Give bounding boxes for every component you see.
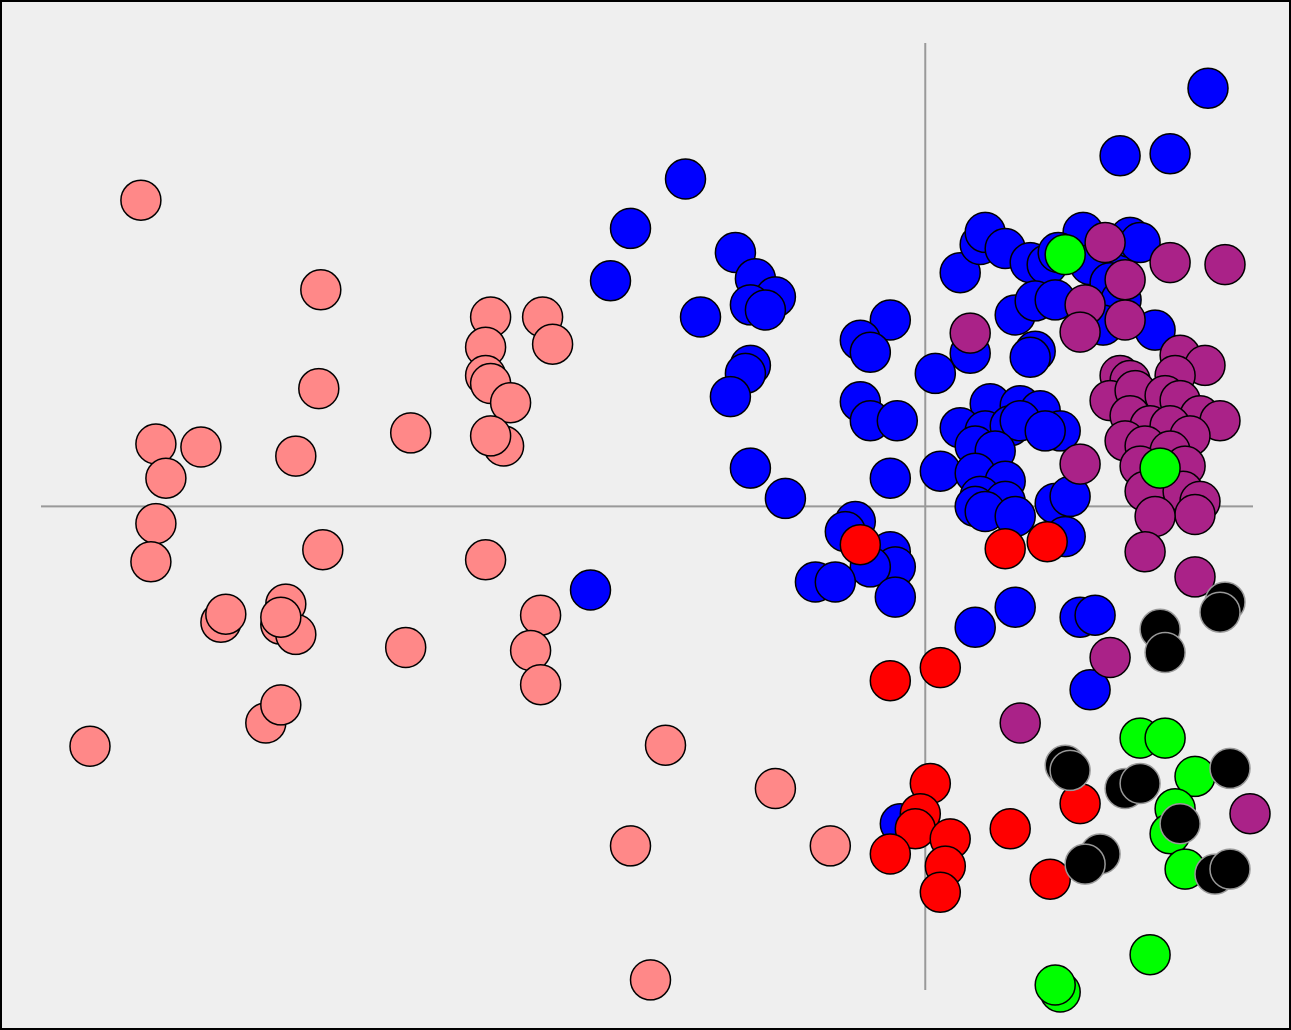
scatter-point bbox=[1104, 258, 1146, 301]
scatter-point bbox=[1034, 964, 1076, 1006]
scatter-point bbox=[1204, 243, 1246, 286]
scatter-point bbox=[389, 412, 432, 454]
scatter-point bbox=[1149, 241, 1191, 284]
scatter-point bbox=[1144, 717, 1186, 759]
scatter-point bbox=[384, 626, 427, 669]
scatter-point bbox=[954, 606, 996, 649]
scatter-point bbox=[999, 702, 1041, 744]
scatter-point bbox=[754, 767, 797, 810]
scatter-point bbox=[609, 207, 652, 250]
series-group bbox=[1034, 233, 1216, 1013]
scatter-point bbox=[939, 251, 981, 294]
scatter-point bbox=[1124, 531, 1166, 573]
scatter-point bbox=[1134, 495, 1176, 538]
scatter-point bbox=[679, 296, 722, 338]
scatter-point bbox=[814, 561, 857, 603]
scatter-point bbox=[709, 375, 752, 418]
scatter-point bbox=[145, 457, 187, 499]
scatter-point bbox=[1009, 336, 1051, 379]
scatter-point bbox=[1129, 933, 1171, 976]
scatter-point bbox=[1119, 762, 1161, 805]
scatter-point bbox=[298, 367, 340, 410]
scatter-point bbox=[519, 594, 562, 636]
scatter-point bbox=[1187, 67, 1229, 110]
scatter-point bbox=[489, 381, 532, 424]
scatter-point bbox=[1174, 493, 1216, 536]
scatter-point bbox=[1144, 631, 1186, 674]
scatter-point bbox=[1229, 792, 1271, 835]
scatter-point bbox=[1059, 443, 1101, 485]
scatter-point bbox=[1044, 233, 1086, 276]
scatter-point bbox=[1074, 594, 1116, 636]
scatter-point bbox=[1139, 447, 1181, 489]
scatter-point bbox=[180, 426, 222, 468]
series-group bbox=[69, 179, 852, 1001]
scatter-point bbox=[919, 871, 962, 914]
scatter-point bbox=[984, 527, 1026, 570]
scatter-point bbox=[869, 833, 912, 875]
scatter-point bbox=[260, 684, 302, 726]
scatter-point bbox=[869, 659, 912, 702]
points-layer bbox=[69, 67, 1271, 1013]
scatter-point bbox=[464, 539, 507, 581]
scatter-point bbox=[469, 415, 512, 457]
scatter-point bbox=[205, 593, 247, 635]
scatter-point bbox=[135, 502, 177, 545]
scatter-point bbox=[989, 808, 1031, 850]
scatter-point bbox=[1209, 848, 1251, 890]
scatter-point bbox=[919, 646, 962, 689]
scatter-point bbox=[1059, 311, 1101, 353]
scatter-point bbox=[1099, 135, 1141, 177]
scatter-point bbox=[919, 450, 962, 492]
scatter-point bbox=[1084, 221, 1126, 264]
scatter-point bbox=[1149, 133, 1191, 175]
scatter-point bbox=[260, 596, 302, 638]
scatter-point bbox=[1064, 843, 1106, 885]
scatter-point bbox=[764, 477, 807, 520]
scatter-point bbox=[1024, 410, 1066, 452]
series-group bbox=[1044, 581, 1251, 895]
scatter-point bbox=[1199, 591, 1241, 633]
scatter-point bbox=[1026, 520, 1068, 563]
scatter-point bbox=[849, 331, 892, 374]
scatter-point bbox=[914, 352, 957, 395]
scatter-point bbox=[569, 569, 612, 611]
scatter-point bbox=[664, 158, 707, 200]
scatter-point bbox=[519, 663, 562, 706]
scatter-point bbox=[1029, 858, 1071, 900]
scatter-point bbox=[839, 523, 882, 566]
scatter-point bbox=[644, 724, 687, 766]
scatter-point bbox=[1209, 747, 1251, 790]
scatter-point bbox=[130, 541, 172, 583]
scatter-point bbox=[629, 959, 672, 1001]
scatter-point bbox=[729, 447, 772, 489]
scatter-point bbox=[531, 323, 574, 365]
scatter-point bbox=[1174, 556, 1216, 598]
scatter-point bbox=[120, 179, 162, 221]
scatter-point bbox=[869, 457, 912, 499]
scatter-point bbox=[809, 825, 852, 867]
scatter-point bbox=[949, 312, 991, 354]
scatter-point bbox=[300, 269, 342, 311]
scatter-point bbox=[874, 576, 917, 618]
scatter-point bbox=[609, 825, 652, 867]
scatter-point bbox=[744, 289, 787, 331]
scatter-point bbox=[302, 528, 344, 571]
scatter-point bbox=[869, 299, 912, 341]
series-group bbox=[949, 221, 1271, 835]
scatter-point bbox=[589, 260, 632, 302]
scatter-point bbox=[994, 586, 1036, 628]
scatter-point bbox=[1104, 299, 1146, 341]
scatter-point bbox=[275, 435, 317, 477]
scatter-point bbox=[69, 725, 111, 767]
scatter-point bbox=[1159, 803, 1201, 845]
scatter-point bbox=[1069, 669, 1111, 711]
scatter-point bbox=[1049, 749, 1091, 792]
scatter-point bbox=[1089, 636, 1131, 679]
scatter-point bbox=[876, 400, 919, 442]
